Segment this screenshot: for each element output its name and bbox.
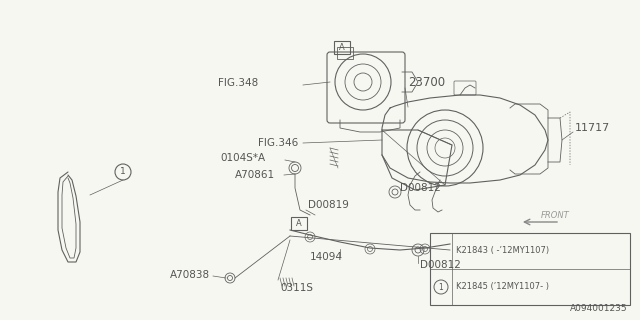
Text: 1: 1 (438, 283, 444, 292)
Text: 23700: 23700 (408, 76, 445, 89)
Text: D00819: D00819 (308, 200, 349, 210)
Text: A: A (339, 43, 345, 52)
Text: A70861: A70861 (235, 170, 275, 180)
Text: K21843 ( -’12MY1107): K21843 ( -’12MY1107) (456, 246, 549, 255)
Text: D00812: D00812 (400, 183, 441, 193)
Text: FRONT: FRONT (541, 211, 570, 220)
Text: K21845 (’12MY1107- ): K21845 (’12MY1107- ) (456, 283, 549, 292)
Text: A70838: A70838 (170, 270, 210, 280)
Text: A094001235: A094001235 (570, 304, 628, 313)
Text: FIG.348: FIG.348 (218, 78, 259, 88)
Text: 0311S: 0311S (280, 283, 313, 293)
Text: D00812: D00812 (420, 260, 461, 270)
Text: 0104S*A: 0104S*A (220, 153, 265, 163)
Text: FIG.346: FIG.346 (258, 138, 298, 148)
Text: 11717: 11717 (575, 123, 611, 133)
Text: A: A (296, 219, 302, 228)
Text: 14094: 14094 (310, 252, 343, 262)
Text: 1: 1 (120, 167, 126, 177)
